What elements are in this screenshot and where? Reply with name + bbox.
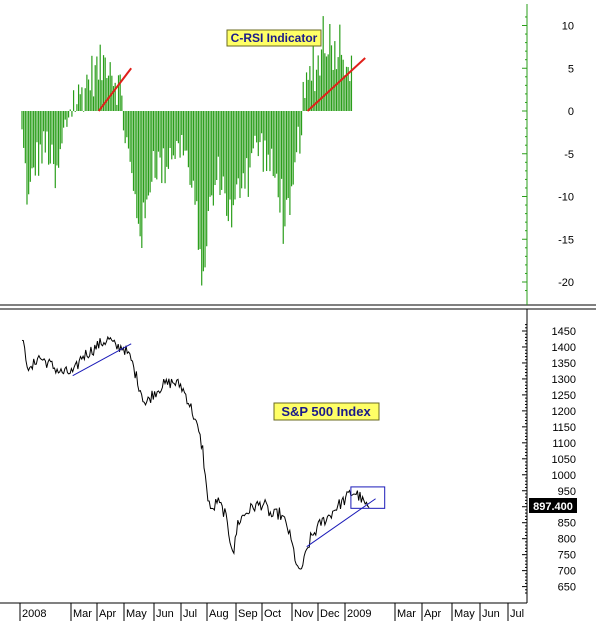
sp500-y-tick-label: 1150 [552, 422, 576, 434]
crsi-y-axis: 10 5 0 -5 -10 -15 -20 [522, 16, 574, 292]
x-axis-label: Aug [209, 608, 229, 620]
sp500-panel: 1450 1400 1350 1300 1250 1200 1150 1100 1050 1000… [21, 309, 577, 603]
x-axis-label: Apr [99, 608, 116, 620]
crsi-y-tick-label: 0 [568, 106, 574, 118]
x-axis-label: Dec [320, 608, 340, 620]
crsi-trendlines [97, 57, 366, 112]
last-value-label: 897.400 [533, 501, 573, 513]
crsi-title: C-RSI Indicator [231, 31, 318, 45]
crsi-title-box [226, 29, 322, 47]
x-axis-label: 2008 [22, 608, 46, 620]
crsi-histogram [21, 16, 353, 286]
x-axis-label: Jul [183, 608, 197, 620]
sp500-y-tick-label: 950 [558, 486, 576, 498]
sp500-y-tick-label: 1350 [552, 358, 576, 370]
sp500-consolidation-box [350, 486, 386, 509]
sp500-y-tick-label: 1000 [552, 470, 576, 482]
crsi-panel: 10 5 0 -5 -10 -15 -20 C-RSI Indicator [0, 4, 596, 310]
crsi-y-tick-label: 10 [562, 21, 574, 33]
sp500-y-tick-label: 700 [558, 566, 576, 578]
x-axis-label: Sep [238, 608, 258, 620]
sp500-trendline [72, 343, 132, 377]
crsi-y-tick-label: -20 [558, 277, 574, 289]
x-axis-label: Oct [264, 608, 281, 620]
sp500-y-tick-label: 750 [558, 550, 576, 562]
sp500-y-tick-label: 1450 [552, 326, 576, 338]
x-axis-label: Jun [482, 608, 500, 620]
sp500-y-axis: 1450 1400 1350 1300 1250 1200 1150 1100 1050 1000… [522, 324, 576, 594]
sp500-y-tick-label: 1300 [552, 374, 576, 386]
sp500-y-tick-label: 1250 [552, 390, 576, 402]
x-axis-label: May [126, 608, 147, 620]
x-axis-label: Mar [73, 608, 92, 620]
sp500-trendline [306, 498, 376, 548]
sp500-y-tick-label: 850 [558, 518, 576, 530]
crsi-trendline [306, 57, 366, 112]
crsi-y-tick-label: -15 [558, 234, 574, 246]
sp500-title: S&P 500 Index [281, 404, 371, 419]
x-axis-label: Mar [397, 608, 416, 620]
crsi-y-tick-label: 5 [568, 63, 574, 75]
x-axis-label: Apr [424, 608, 441, 620]
sp500-y-tick-label: 1050 [552, 454, 576, 466]
x-axis-label: May [454, 608, 475, 620]
x-axis-labels: 2008 Mar Apr May Jun Jul Aug Sep Oct Nov Dec 2009 Ma… [19, 603, 524, 621]
last-value-box [529, 498, 577, 513]
crsi-y-tick-label: -10 [558, 192, 574, 204]
sp500-y-tick-label: 1400 [552, 342, 576, 354]
sp500-y-tick-label: 650 [558, 582, 576, 594]
sp500-price-line [21, 335, 370, 570]
sp500-price-series [21, 335, 370, 570]
x-axis-label: Nov [294, 608, 314, 620]
crsi-y-tick-label: -5 [564, 149, 574, 161]
x-axis: 2008 Mar Apr May Jun Jul Aug Sep Oct Nov Dec 2009 Ma… [0, 602, 527, 621]
x-axis-label: Jun [156, 608, 174, 620]
sp500-y-tick-label: 800 [558, 534, 576, 546]
x-axis-label: Jul [510, 608, 524, 620]
sp500-y-tick-label: 1100 [552, 438, 576, 450]
x-axis-label: 2009 [347, 608, 371, 620]
crsi-trendline [97, 67, 132, 112]
sp500-trendlines [72, 343, 386, 548]
sp500-y-tick-label: 1200 [552, 406, 576, 418]
sp500-title-box [273, 402, 380, 421]
